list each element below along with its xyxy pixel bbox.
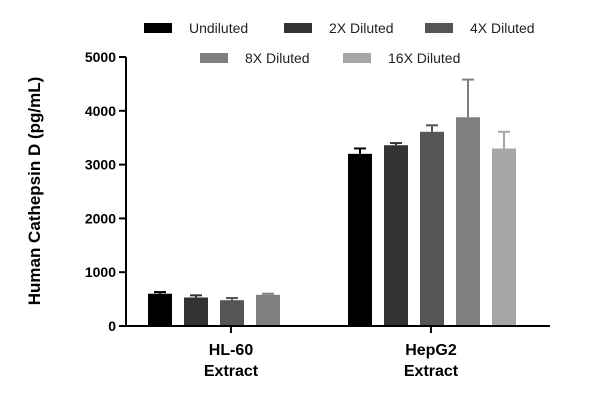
category-label: HL-60 <box>209 342 254 359</box>
category-label: Extract <box>204 363 259 380</box>
legend-label: Undiluted <box>189 20 248 36</box>
y-tick-label: 3000 <box>85 157 116 173</box>
legend-swatch <box>144 23 172 33</box>
x-axis: HL-60 Extract HepG2 Extract <box>126 325 550 380</box>
category-label: HepG2 <box>405 342 457 359</box>
y-tick-label: 1000 <box>85 264 116 280</box>
legend-label: 8X Diluted <box>245 50 310 66</box>
legend-label: 2X Diluted <box>329 20 394 36</box>
y-axis-title: Human Cathepsin D (pg/mL) <box>25 77 44 306</box>
legend-swatch <box>284 23 312 33</box>
bar <box>348 153 372 326</box>
legend-swatch <box>343 53 371 63</box>
bar <box>384 145 408 326</box>
bar <box>492 148 516 326</box>
bar <box>148 293 172 326</box>
category-label: Extract <box>404 363 459 380</box>
y-tick-label: 5000 <box>85 49 116 65</box>
legend-swatch <box>200 53 228 63</box>
legend-swatch <box>425 23 453 33</box>
y-tick-label: 2000 <box>85 210 116 226</box>
bars <box>148 78 516 326</box>
y-tick-label: 0 <box>108 318 116 334</box>
bar <box>256 294 280 326</box>
legend-label: 16X Diluted <box>388 50 460 66</box>
bar <box>184 297 208 326</box>
bar <box>420 131 444 326</box>
legend-label: 4X Diluted <box>470 20 535 36</box>
bar <box>456 117 480 326</box>
y-axis: 0 1000 2000 3000 4000 5000 <box>85 49 127 334</box>
bar <box>220 300 244 326</box>
y-tick-label: 4000 <box>85 103 116 119</box>
legend: Undiluted 2X Diluted 4X Diluted 8X Diluted 1… <box>144 20 535 66</box>
